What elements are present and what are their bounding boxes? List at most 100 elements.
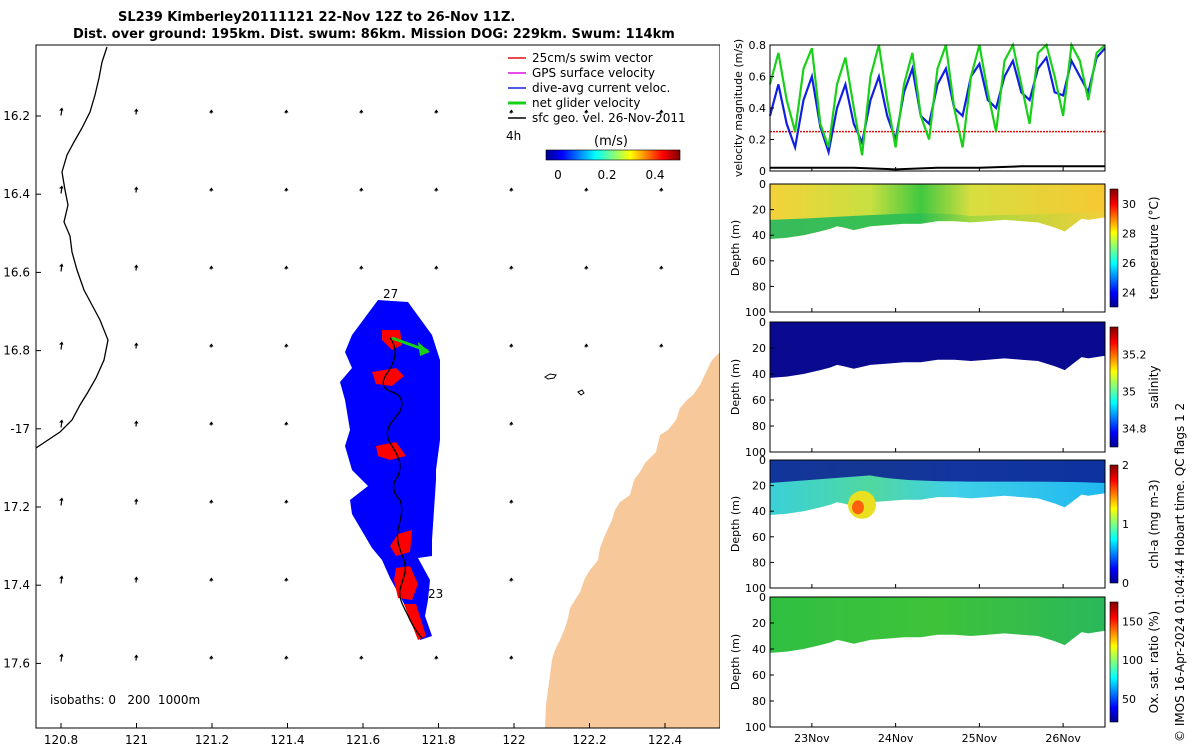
- map-y-tick-label: 17.6: [3, 656, 30, 670]
- dive-avg-current-area: [340, 300, 440, 640]
- depth-tick-label: 20: [752, 342, 766, 355]
- depth-tick-label: 80: [752, 695, 766, 708]
- velocity-y-tick-label: 0.2: [749, 134, 767, 147]
- geo-velocity-arrowhead: [134, 108, 139, 112]
- geo-velocity-arrowhead: [584, 109, 589, 113]
- geo-velocity-arrowhead: [134, 342, 139, 346]
- depth-tick-label: 40: [752, 643, 766, 656]
- geo-velocity-arrowhead: [584, 343, 589, 347]
- glider-track-vectors: [340, 300, 440, 640]
- velocity-y-tick-label: 0.8: [749, 39, 767, 52]
- map-x-tick-label: 121.6: [346, 733, 380, 747]
- figure-title-line2: Dist. over ground: 195km. Dist. swum: 86…: [73, 27, 675, 42]
- geo-velocity-arrowhead: [659, 109, 664, 113]
- map-x-tick-label: 122.4: [648, 733, 682, 747]
- time-tick-label: 24Nov: [878, 732, 914, 745]
- map-x-tick-label: 121: [125, 733, 148, 747]
- depth-tick-label: 60: [752, 531, 766, 544]
- section-colorbar: [1109, 188, 1119, 308]
- section-colorbar: [1109, 601, 1119, 723]
- swim-vector-area: [390, 530, 412, 556]
- colorbar-tick-label: 28: [1122, 227, 1136, 240]
- depth-axis-label: Depth (m): [729, 359, 742, 415]
- geo-velocity-arrowhead: [434, 265, 439, 269]
- section-data-field: [770, 322, 1105, 378]
- depth-tick-label: 40: [752, 505, 766, 518]
- velocity-magnitude-panel: 0 0.2 0.4 0.6 0.8 velocity magnitude (m/s): [732, 39, 1106, 178]
- geo-velocity-arrowhead: [209, 655, 214, 659]
- depth-tick-label: 0: [759, 316, 766, 329]
- depth-tick-label: 60: [752, 669, 766, 682]
- depth-tick-label: 100: [745, 582, 766, 595]
- colorbar-label: salinity: [1147, 365, 1161, 408]
- legend-entry-label: sfc geo. vel. 26-Nov-2011: [532, 111, 686, 125]
- map-y-tick-label: 16.2: [3, 109, 30, 123]
- geo-velocity-arrowhead: [509, 499, 514, 503]
- geo-velocity-arrowhead: [509, 577, 514, 581]
- depth-tick-label: 0: [759, 454, 766, 467]
- geo-velocity-arrowhead: [434, 655, 439, 659]
- velocity-series-line: [768, 47, 1106, 157]
- isobaths-label: isobaths: 0 200 1000m: [50, 693, 200, 707]
- section-data-field: [770, 597, 1105, 653]
- map-y-tick-label: 16.6: [3, 265, 30, 279]
- small-island: [544, 373, 557, 380]
- geo-velocity-arrowhead: [509, 421, 514, 425]
- colorbar-tick-label: 50: [1122, 693, 1136, 706]
- geo-velocity-arrowhead: [59, 419, 64, 423]
- velocity-y-tick-label: 0.4: [749, 102, 767, 115]
- geo-velocity-arrowhead: [659, 265, 664, 269]
- map-axes-frame: [35, 44, 720, 729]
- geo-velocity-arrowhead: [209, 187, 214, 191]
- figure-title-line1: SL239 Kimberley20111121 22-Nov 12Z to 26…: [118, 10, 516, 25]
- map-y-tick-label: -17: [10, 422, 30, 436]
- velocity-plot-area: [770, 45, 1105, 171]
- geo-velocity-arrowhead: [134, 654, 139, 658]
- geo-velocity-arrowhead: [434, 187, 439, 191]
- section-axes-frame: [769, 596, 1106, 728]
- geo-velocity-arrowhead: [284, 655, 289, 659]
- chl-surface-low: [770, 460, 1105, 484]
- colorbar-tick-label: 34.8: [1122, 423, 1147, 436]
- geo-velocity-arrowhead: [134, 420, 139, 424]
- map-x-tick-label: 122: [503, 733, 526, 747]
- depth-tick-label: 80: [752, 280, 766, 293]
- geo-velocity-arrowhead: [209, 109, 214, 113]
- geo-velocity-arrowhead: [509, 109, 514, 113]
- geo-velocity-arrowhead: [359, 187, 364, 191]
- legend-entry-label: GPS surface velocity: [532, 66, 655, 80]
- swim-vector-area: [372, 368, 404, 386]
- colorbar-tick-label: 2: [1122, 459, 1129, 472]
- geo-velocity-arrowhead: [209, 577, 214, 581]
- geo-velocity-arrowhead: [509, 265, 514, 269]
- colorbar-tick-label: 35: [1122, 386, 1136, 399]
- depth-tick-label: 60: [752, 255, 766, 268]
- time-tick-label: 23Nov: [794, 732, 830, 745]
- colorbar-unit-label: (m/s): [594, 134, 628, 149]
- surface-geostrophic-vectors: [59, 107, 664, 662]
- geo-velocity-arrowhead: [359, 109, 364, 113]
- colorbar-tick-label: 30: [1122, 198, 1136, 211]
- depth-axis-label: Depth (m): [729, 496, 742, 552]
- footer-credit: © IMOS 16-Apr-2024 01:04:44 Hobart time.…: [1173, 402, 1187, 742]
- geo-velocity-arrowhead: [134, 186, 139, 190]
- oxygen-section-panel: 0 20 40 60 80 100 Depth (m) 50 100 150 Ox. sat. ra…: [729, 591, 1161, 734]
- velocity-y-axis-label: velocity magnitude (m/s): [732, 39, 745, 177]
- geo-velocity-arrowhead: [59, 575, 64, 579]
- geo-velocity-arrowhead: [209, 343, 214, 347]
- geo-velocity-arrowhead: [284, 343, 289, 347]
- geo-velocity-arrowhead: [284, 577, 289, 581]
- legend-time-note: 4h: [506, 129, 521, 143]
- map-x-tick-label: 121.4: [270, 733, 304, 747]
- geo-velocity-arrowhead: [59, 497, 64, 501]
- geo-velocity-arrowhead: [59, 263, 64, 267]
- colorbar-tick-label: 24: [1122, 286, 1136, 299]
- velocity-series-line: [768, 41, 1106, 156]
- depth-tick-label: 40: [752, 229, 766, 242]
- legend-entry-label: dive-avg current veloc.: [532, 81, 670, 95]
- geo-velocity-arrowhead: [284, 265, 289, 269]
- geo-velocity-arrowhead: [59, 185, 64, 189]
- glider-track-map: 27 23 isobaths: 0 200 1000m 120.8 121 121.…: [3, 44, 720, 747]
- velocity-series-line: [770, 165, 1105, 171]
